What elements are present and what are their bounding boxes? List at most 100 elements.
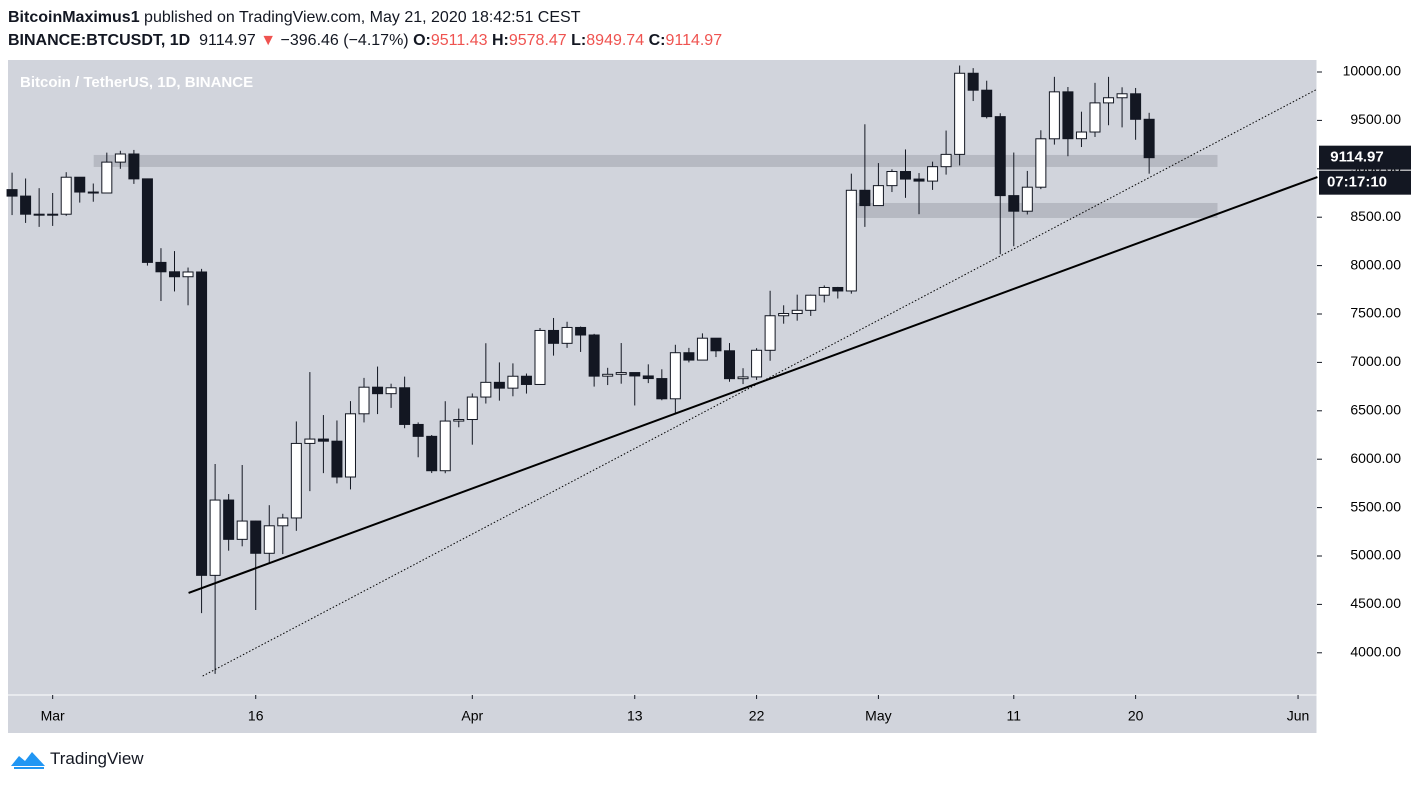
countdown-bg	[1319, 170, 1411, 195]
candle-body	[385, 387, 397, 395]
candle-body	[1021, 186, 1033, 212]
y-tick-label: 10000.00	[1343, 63, 1402, 79]
candle-body	[426, 435, 438, 472]
candle-body	[236, 520, 248, 540]
header-line-2: BINANCE:BTCUSDT, 1D 9114.97 ▼ −396.46 (−…	[8, 29, 722, 52]
candle-body	[859, 189, 871, 207]
candle-body	[33, 213, 45, 216]
x-tick-label: 22	[749, 708, 765, 724]
x-tick-label: Jun	[1287, 708, 1310, 724]
candle-body	[1103, 97, 1115, 104]
y-tick-label: 6000.00	[1350, 450, 1401, 466]
candle-body	[209, 499, 221, 576]
header: BitcoinMaximus1 published on TradingView…	[8, 6, 722, 52]
candle-body	[453, 419, 465, 422]
candle-body	[196, 271, 208, 576]
ohlc-value: 9511.43	[430, 32, 488, 49]
candle-body	[47, 213, 59, 216]
candle-body	[1143, 118, 1155, 159]
logo-icon	[11, 752, 45, 769]
price-tag-label: 9114.97	[1330, 149, 1383, 166]
candle-body	[1035, 138, 1047, 188]
arrow: ▼	[260, 32, 277, 49]
candle-body	[439, 420, 451, 472]
ohlc-label: L:	[571, 32, 587, 49]
y-tick-label: 9500.00	[1350, 111, 1401, 127]
y-tick-label: 4000.00	[1350, 643, 1401, 659]
x-tick-label: May	[865, 708, 891, 724]
candle-body	[1116, 93, 1128, 99]
candle-body	[683, 352, 695, 361]
candle-body	[60, 176, 72, 215]
y-tick-label: 4500.00	[1350, 595, 1401, 611]
candle-body	[507, 375, 519, 389]
y-tick-label: 5000.00	[1350, 547, 1401, 563]
x-tick-label: Mar	[41, 708, 65, 724]
price-tag	[1319, 145, 1411, 170]
y-tick-label: 5500.00	[1350, 498, 1401, 514]
candle-body	[20, 195, 32, 215]
candle-body	[344, 413, 356, 478]
candle-body	[913, 178, 925, 182]
candle-body	[480, 381, 492, 398]
author: BitcoinMaximus1	[8, 9, 140, 26]
x-tick-label: 13	[627, 708, 643, 724]
ohlc: O:9511.43 H:9578.47 L:8949.74 C:9114.97	[413, 32, 722, 49]
candle-body	[886, 171, 898, 187]
candle-body	[358, 386, 370, 415]
x-tick-label: Apr	[461, 708, 483, 724]
candle-body	[331, 440, 343, 478]
candle-body	[114, 153, 126, 163]
ohlc-label: C:	[648, 32, 666, 49]
candle-body	[317, 438, 329, 442]
candle-body	[940, 153, 952, 168]
candle-body	[805, 294, 817, 311]
candle-body	[561, 326, 573, 344]
candle-body	[169, 271, 181, 278]
chart: Bitcoin / TetherUS, 1D, BINANCE 4000.00 45…	[6, 60, 1411, 733]
ohlc-label: O:	[413, 32, 431, 49]
candle-body	[764, 315, 776, 351]
header-line-1: BitcoinMaximus1 published on TradingView…	[8, 6, 722, 29]
candle-body	[1089, 102, 1101, 133]
candle-body	[669, 352, 681, 400]
candle-body	[642, 375, 654, 380]
candle-body	[629, 372, 641, 377]
candle-body	[6, 189, 18, 197]
candle-body	[696, 337, 708, 361]
ohlc-label: H:	[491, 32, 509, 49]
candle-body	[927, 166, 939, 182]
candle-body	[791, 309, 803, 315]
watermark: Bitcoin / TetherUS, 1D, BINANCE	[20, 74, 253, 91]
y-tick-label: 7500.00	[1350, 305, 1401, 321]
candle-body	[602, 373, 614, 377]
candle-body	[994, 116, 1006, 197]
candle-body	[466, 396, 478, 421]
candle-body	[223, 499, 235, 540]
x-tick-label: 16	[248, 708, 264, 724]
candle-body	[277, 517, 289, 527]
candle-body	[87, 191, 99, 194]
candle-body	[399, 387, 411, 425]
candle-body	[954, 72, 966, 155]
candle-body	[1130, 93, 1142, 120]
candle-body	[778, 313, 790, 317]
candle-body	[372, 386, 384, 395]
countdown: 07:17:10	[1327, 174, 1387, 191]
candle-body	[263, 525, 275, 554]
candle-body	[155, 261, 167, 273]
candle-body	[520, 375, 532, 385]
candle-body	[832, 286, 844, 292]
ohlc-value: 9114.97	[665, 32, 723, 49]
candle-body	[128, 153, 140, 180]
candle-body	[412, 423, 424, 437]
candle-body	[250, 520, 262, 554]
candle-body	[575, 326, 587, 336]
change: −396.46 (−4.17%)	[280, 32, 409, 49]
candle-body	[872, 185, 884, 207]
x-tick-label: 11	[1007, 708, 1022, 724]
candle-body	[967, 72, 979, 91]
published: published on TradingView.com, May 21, 20…	[144, 9, 581, 26]
candle-body	[182, 271, 194, 278]
